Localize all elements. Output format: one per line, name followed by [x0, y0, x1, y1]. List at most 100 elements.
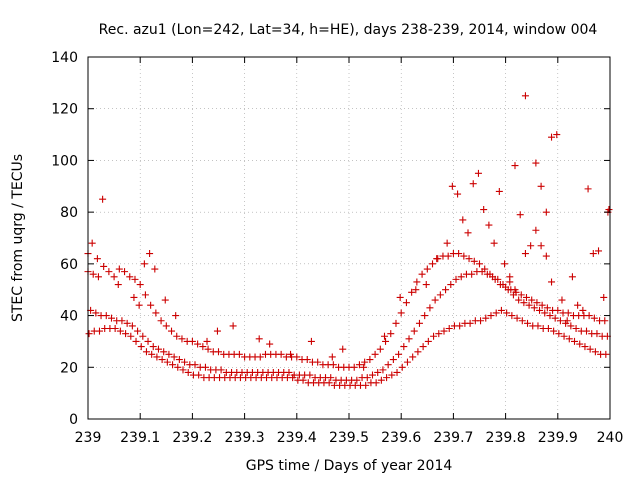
data-point [256, 353, 264, 361]
data-point [429, 260, 437, 268]
data-point [307, 337, 315, 345]
data-point [536, 306, 544, 314]
data-point [543, 304, 551, 312]
data-point [303, 356, 311, 364]
data-point [483, 270, 491, 278]
data-point [487, 312, 495, 320]
data-point [107, 314, 115, 322]
data-point [147, 301, 155, 309]
x-tick-label: 239.5 [329, 430, 369, 446]
data-point [277, 350, 285, 358]
data-point [506, 278, 514, 286]
data-point [92, 309, 100, 317]
data-point [533, 299, 541, 307]
data-point [181, 358, 189, 366]
y-tick-label: 100 [51, 153, 78, 169]
data-point [445, 325, 453, 332]
data-point [440, 327, 448, 335]
data-point [568, 273, 576, 281]
data-point [114, 281, 122, 289]
data-point [602, 350, 610, 358]
data-point [474, 169, 482, 177]
data-point [139, 332, 147, 340]
data-point [144, 337, 152, 345]
data-point [585, 312, 593, 320]
data-point [229, 322, 237, 330]
data-point [579, 306, 587, 314]
data-point [325, 379, 333, 387]
data-point [419, 343, 427, 351]
data-point [593, 330, 601, 338]
x-tick-label: 239.1 [120, 430, 160, 446]
data-point [414, 348, 422, 356]
data-point [266, 340, 274, 348]
data-point [589, 250, 597, 258]
data-point [398, 363, 406, 371]
data-point [476, 260, 483, 268]
data-point [442, 286, 450, 294]
data-point [328, 353, 336, 361]
data-point [455, 250, 463, 258]
data-point [376, 345, 384, 353]
data-point [94, 273, 102, 281]
data-points [84, 92, 613, 389]
data-point [170, 353, 178, 361]
data-point [490, 239, 498, 247]
data-point [350, 363, 358, 371]
y-axis-label: STEC from uqrg / TECUs [10, 154, 26, 322]
data-point [172, 312, 180, 320]
data-point [583, 327, 591, 335]
data-point [468, 270, 476, 278]
data-point [85, 330, 93, 338]
data-point [542, 252, 550, 260]
data-point [433, 255, 441, 263]
data-point [128, 322, 136, 330]
data-point [532, 159, 540, 167]
data-point [123, 319, 131, 327]
y-tick-label: 120 [51, 102, 78, 118]
data-point [148, 350, 156, 358]
data-point [213, 327, 221, 335]
data-point [151, 265, 159, 273]
data-point [158, 356, 166, 364]
data-point [306, 371, 314, 379]
data-point [118, 317, 126, 325]
data-point [88, 239, 96, 247]
data-point [521, 92, 529, 100]
data-point [415, 319, 423, 327]
data-point [289, 374, 297, 382]
data-point [131, 275, 139, 283]
data-point [329, 361, 337, 369]
data-point [174, 363, 182, 371]
data-point [142, 348, 150, 356]
data-point [136, 281, 144, 289]
data-point [551, 314, 559, 322]
data-point [374, 368, 382, 376]
data-point [522, 293, 530, 301]
x-tick-label: 239.9 [538, 430, 578, 446]
data-point [435, 330, 443, 338]
data-point [447, 281, 455, 289]
data-point [576, 340, 584, 348]
data-point [480, 206, 488, 214]
data-point [470, 257, 478, 265]
data-point [110, 273, 118, 281]
data-point [363, 374, 371, 382]
data-point [464, 229, 472, 237]
data-point [161, 296, 169, 304]
data-point [492, 309, 500, 317]
data-point [423, 265, 431, 273]
data-point [497, 306, 505, 314]
data-point [191, 361, 199, 369]
data-point [581, 343, 589, 351]
data-point [154, 345, 162, 353]
data-point [360, 363, 368, 371]
x-tick-label: 239.8 [486, 430, 526, 446]
data-point [421, 312, 429, 320]
data-point [521, 250, 529, 258]
data-point [600, 293, 608, 301]
data-point [501, 260, 509, 268]
data-point [457, 273, 465, 281]
data-point [102, 312, 110, 320]
data-point [217, 366, 225, 374]
